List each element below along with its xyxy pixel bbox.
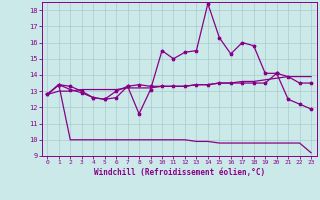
X-axis label: Windchill (Refroidissement éolien,°C): Windchill (Refroidissement éolien,°C): [94, 168, 265, 177]
